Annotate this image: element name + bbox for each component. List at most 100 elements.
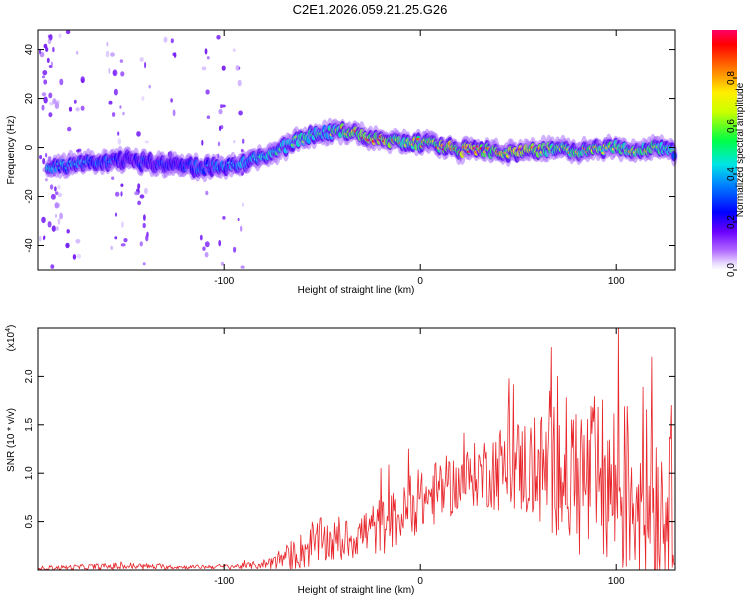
snr-scale-label: (x104) xyxy=(5,325,17,352)
noise-blob xyxy=(222,216,226,220)
noise-blob xyxy=(221,65,226,71)
noise-blob xyxy=(199,234,203,241)
noise-blob xyxy=(119,105,122,109)
noise-blob xyxy=(172,109,176,117)
colorbar: 0.0 0.2 0.4 0.6 0.8 Normalized spectral ampl… xyxy=(712,30,746,277)
snr-x-ticks: -100 0 100 xyxy=(214,328,625,587)
noise-blob xyxy=(232,48,236,52)
noise-blob xyxy=(108,100,113,105)
noise-blob xyxy=(117,131,120,136)
spectrogram-y-axis-label: Frequency (Hz) xyxy=(6,116,17,185)
noise-blob xyxy=(205,89,210,95)
noise-blob xyxy=(43,96,48,104)
noise-blob xyxy=(120,71,125,77)
noise-blob xyxy=(202,246,206,251)
spectrogram-panel: -100 0 100 -40 -20 0 20 40 Height of straight … xyxy=(6,29,678,296)
noise-blob xyxy=(237,218,240,221)
noise-blob xyxy=(115,191,120,197)
snr-scale-base: (x10 xyxy=(6,331,17,351)
noise-blob xyxy=(39,155,43,160)
noise-blob xyxy=(139,194,145,199)
noise-blob xyxy=(111,112,116,117)
noise-blob xyxy=(240,225,243,232)
noise-blob xyxy=(112,69,118,77)
noise-blob xyxy=(50,193,56,200)
noise-blob xyxy=(106,41,109,47)
noise-blob xyxy=(170,98,173,103)
noise-blob xyxy=(44,178,48,182)
noise-blob xyxy=(65,30,71,35)
noise-blob xyxy=(204,241,210,248)
noise-blob xyxy=(68,106,73,112)
noise-blob xyxy=(235,65,240,71)
noise-blob xyxy=(54,186,57,192)
noise-blob xyxy=(76,50,79,55)
noise-blob xyxy=(139,57,144,62)
noise-blob xyxy=(41,216,46,224)
snr-y-ticks: 0.5 1.0 1.5 2.0 xyxy=(24,369,675,529)
noise-blob xyxy=(67,126,72,132)
snr-series xyxy=(37,327,675,571)
noise-blob xyxy=(57,184,61,190)
noise-blob xyxy=(143,187,148,195)
noise-blob xyxy=(120,183,124,187)
noise-blob xyxy=(201,139,204,146)
y-tick-label: -20 xyxy=(24,189,35,204)
noise-blob xyxy=(170,38,174,44)
noise-blob xyxy=(59,212,63,220)
noise-blob xyxy=(220,261,225,266)
noise-blob xyxy=(39,235,42,242)
noise-blob xyxy=(237,79,242,87)
noise-blob xyxy=(217,141,221,147)
x-tick-label: 100 xyxy=(608,276,625,287)
noise-blob xyxy=(218,108,223,115)
noise-blob xyxy=(240,265,245,269)
noise-blob xyxy=(45,153,48,158)
noise-blob xyxy=(48,92,53,99)
noise-blob xyxy=(111,176,115,180)
y-tick-label: -40 xyxy=(24,238,35,253)
y-tick-label: 40 xyxy=(24,44,35,56)
noise-blob xyxy=(110,52,115,57)
colorbar-gradient xyxy=(712,30,737,270)
noise-blob xyxy=(110,245,113,250)
noise-blob xyxy=(233,246,237,253)
noise-blob xyxy=(115,212,117,217)
noise-blob xyxy=(117,138,122,145)
spectrogram-x-axis-label: Height of straight line (km) xyxy=(298,285,415,296)
figure-title: C2E1.2026.059.21.25.G26 xyxy=(293,2,448,17)
colorbar-tick-label: 0.2 xyxy=(726,215,737,229)
noise-blob xyxy=(50,264,55,269)
noise-blob xyxy=(218,125,222,131)
noise-blob xyxy=(108,67,111,74)
noise-blob xyxy=(121,221,124,228)
noise-blob xyxy=(142,262,146,266)
x-tick-label: 0 xyxy=(417,276,423,287)
noise-blob xyxy=(54,213,58,218)
noise-blob xyxy=(55,226,59,231)
noise-blob xyxy=(143,214,146,221)
noise-blob xyxy=(242,202,244,207)
noise-blob xyxy=(137,183,141,190)
noise-blob xyxy=(48,65,53,68)
noise-blob xyxy=(57,192,63,197)
noise-blob xyxy=(47,221,52,228)
spectrogram-x-ticks: -100 0 100 xyxy=(214,30,625,287)
y-tick-label: 20 xyxy=(24,93,35,105)
noise-blob xyxy=(49,184,54,190)
y-tick-label: 0.5 xyxy=(24,514,35,528)
noise-blob xyxy=(42,158,46,165)
noise-blob xyxy=(46,57,50,64)
spectrogram-ridge xyxy=(44,117,678,183)
noise-blob xyxy=(43,235,46,240)
noise-blob xyxy=(148,84,151,89)
noise-blob xyxy=(233,140,236,144)
noise-blob xyxy=(54,102,60,109)
noise-blob xyxy=(41,104,45,111)
noise-blob xyxy=(206,56,210,60)
noise-blob xyxy=(123,238,128,243)
noise-blob xyxy=(113,88,118,96)
noise-blob xyxy=(204,48,208,55)
x-tick-label: -100 xyxy=(214,276,234,287)
